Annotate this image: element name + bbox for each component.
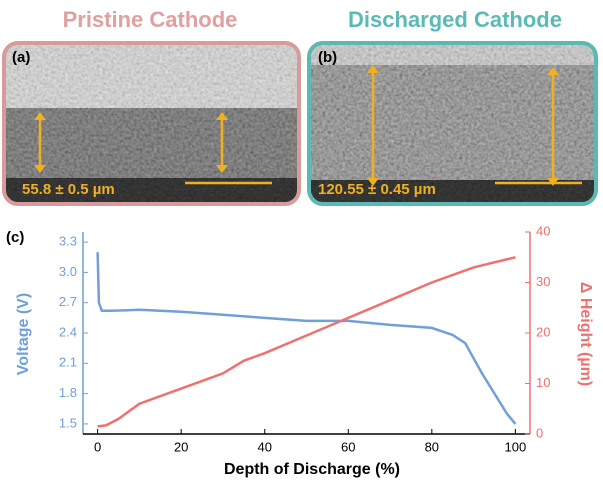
x-tick-label: 0 — [94, 439, 101, 454]
x-tick-label: 80 — [425, 439, 439, 454]
y2-tick-label: 10 — [536, 375, 550, 390]
data-line — [97, 256, 516, 428]
x-tick-label: 20 — [174, 439, 188, 454]
y-tick-label: 2.4 — [59, 324, 77, 339]
y-tick-label: 2.7 — [59, 294, 77, 309]
measurement: 55.8 ± 0.5 µm — [22, 181, 115, 198]
y2-tick-label: 0 — [536, 425, 543, 440]
panel-border — [2, 41, 301, 206]
x-axis-title: Depth of Discharge (%) — [224, 461, 400, 478]
y-tick-label: 1.8 — [59, 385, 77, 400]
y-tick-label: 3.3 — [59, 234, 77, 249]
y2-tick-label: 20 — [536, 324, 550, 339]
panel-label: (a) — [12, 49, 30, 66]
panel-title: Pristine Cathode — [63, 7, 238, 32]
measurement: 120.55 ± 0.45 µm — [318, 181, 436, 198]
y2-axis-title: Δ Height (µm) — [577, 282, 594, 386]
x-tick-label: 60 — [341, 439, 355, 454]
y2-tick-label: 30 — [536, 274, 550, 289]
y-tick-label: 3.0 — [59, 264, 77, 279]
panel-label: (b) — [318, 49, 337, 66]
sem-image — [309, 43, 596, 204]
panel-border — [307, 41, 598, 206]
data-line — [96, 252, 517, 425]
panel-title: Discharged Cathode — [348, 7, 562, 32]
y-axis-title: Voltage (V) — [15, 293, 32, 375]
x-tick-label: 40 — [257, 439, 271, 454]
x-tick-label: 100 — [505, 439, 527, 454]
y-tick-label: 2.1 — [59, 355, 77, 370]
sem-image — [4, 43, 299, 204]
y2-tick-label: 40 — [536, 223, 550, 238]
annotation-arrows — [34, 65, 582, 186]
y-tick-label: 1.5 — [59, 415, 77, 430]
panel-label: (c) — [6, 229, 24, 246]
